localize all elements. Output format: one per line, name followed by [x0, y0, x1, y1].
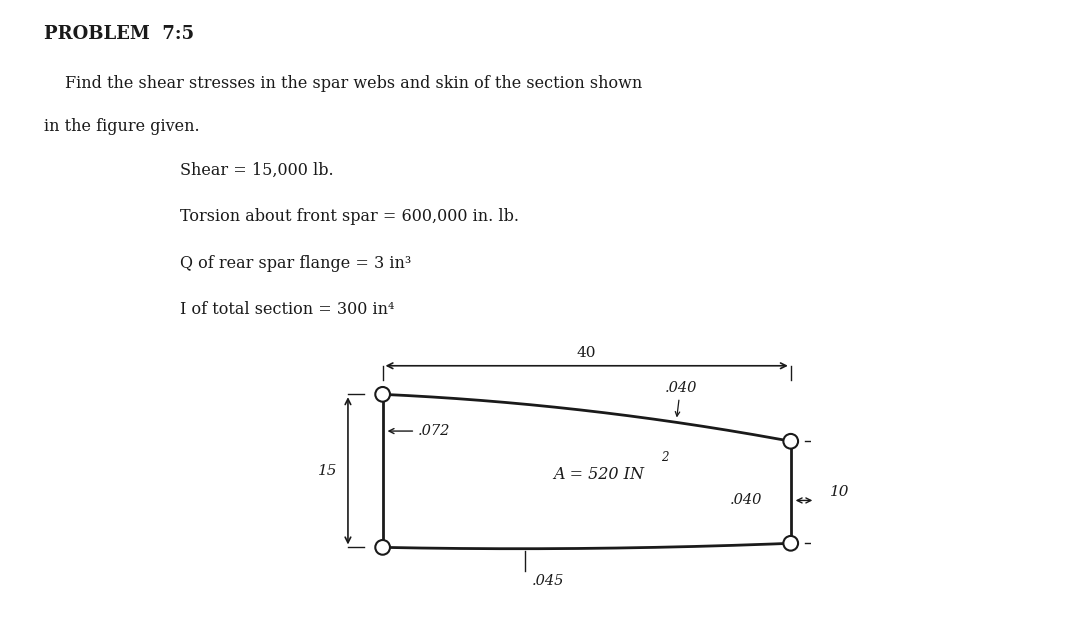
Text: Shear = 15,000 lb.: Shear = 15,000 lb. — [180, 161, 333, 178]
Text: Find the shear stresses in the spar webs and skin of the section shown: Find the shear stresses in the spar webs… — [65, 75, 643, 91]
Text: 15: 15 — [318, 464, 338, 478]
Circle shape — [783, 434, 798, 448]
Text: in the figure given.: in the figure given. — [44, 118, 199, 135]
Circle shape — [783, 536, 798, 551]
Circle shape — [376, 387, 390, 402]
Text: Q of rear spar flange = 3 in³: Q of rear spar flange = 3 in³ — [180, 255, 411, 271]
Text: 2: 2 — [661, 451, 669, 465]
Text: .040: .040 — [664, 381, 697, 416]
Text: I of total section = 300 in⁴: I of total section = 300 in⁴ — [180, 301, 394, 318]
Text: Torsion about front spar = 600,000 in. lb.: Torsion about front spar = 600,000 in. l… — [180, 208, 518, 225]
Text: 40: 40 — [577, 346, 597, 360]
Text: .072: .072 — [417, 424, 450, 438]
Text: .045: .045 — [531, 574, 564, 588]
Text: A = 520 IN: A = 520 IN — [553, 466, 645, 483]
Text: 10: 10 — [830, 485, 849, 499]
Circle shape — [376, 540, 390, 555]
Text: PROBLEM  7:5: PROBLEM 7:5 — [44, 25, 194, 43]
Text: .040: .040 — [730, 494, 762, 507]
